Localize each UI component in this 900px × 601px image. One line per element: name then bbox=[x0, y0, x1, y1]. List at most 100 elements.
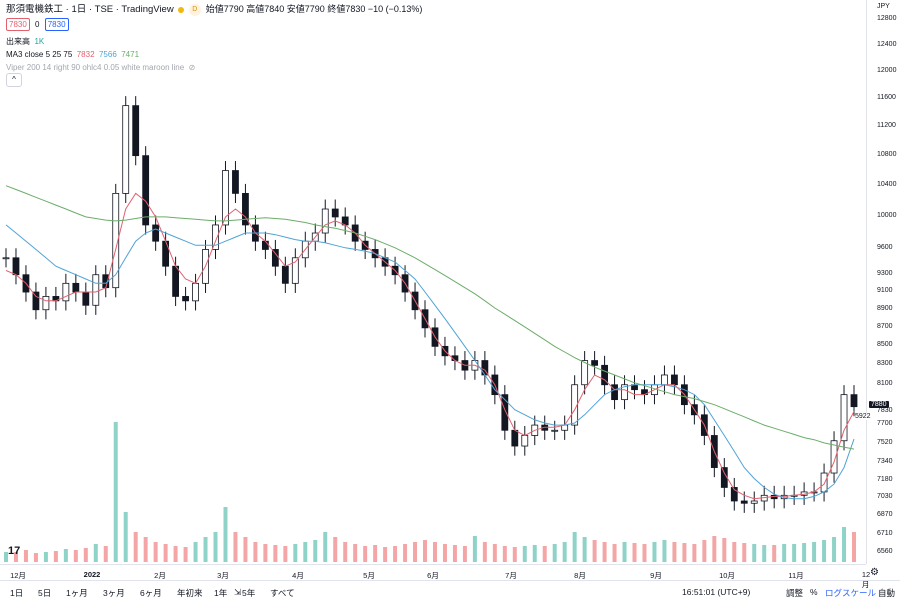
volume-bar bbox=[203, 537, 208, 562]
eye-hidden-icon[interactable]: ⊘ bbox=[188, 63, 196, 72]
volume-bar bbox=[363, 546, 368, 562]
time-tick-label: 6月 bbox=[427, 571, 439, 580]
percent-button[interactable]: % bbox=[810, 587, 818, 597]
range-button[interactable]: 5年 bbox=[242, 588, 256, 598]
viper-legend[interactable]: Viper 200 14 right 90 ohlc4 0.05 white m… bbox=[6, 63, 195, 72]
candle-body bbox=[2, 257, 10, 260]
volume-bar bbox=[442, 544, 447, 562]
chart-header: 那須電機鉄工 · 1日 · TSE · TradingView D 始値7790… bbox=[6, 3, 422, 16]
time-tick-label: 2022 bbox=[83, 570, 101, 579]
volume-bar bbox=[283, 546, 288, 562]
candle-body bbox=[261, 240, 269, 250]
volume-bar bbox=[103, 546, 108, 562]
price-tick-label: 9600 bbox=[877, 244, 893, 252]
candle-body bbox=[621, 384, 628, 401]
volume-bar bbox=[113, 422, 118, 562]
volume-bar bbox=[333, 537, 338, 562]
candle-body bbox=[192, 282, 199, 302]
volume-bar bbox=[822, 540, 827, 562]
range-button[interactable]: 1年 bbox=[214, 588, 228, 598]
volume-bar bbox=[303, 542, 308, 562]
candle-body bbox=[182, 296, 189, 302]
ma5-line bbox=[5, 192, 855, 500]
currency-label[interactable]: JPY bbox=[877, 3, 890, 10]
price-tick-label: 10000 bbox=[877, 211, 897, 219]
volume-bar bbox=[93, 544, 98, 562]
dividend-badge[interactable]: D bbox=[188, 3, 201, 16]
candle-body bbox=[62, 282, 70, 302]
candle-body bbox=[551, 429, 559, 432]
price-tick-label: 7180 bbox=[877, 475, 893, 483]
volume-bar bbox=[253, 542, 258, 562]
ohlc-readout: 始値7790 高値7840 安値7790 終値7830 −10 (−0.13%) bbox=[205, 4, 423, 14]
price-tick-label: 7030 bbox=[877, 492, 893, 500]
volume-bar bbox=[373, 545, 378, 562]
range-button[interactable]: すべて bbox=[270, 588, 295, 598]
price-tick-label: 9100 bbox=[877, 287, 893, 295]
volume-bar bbox=[702, 540, 707, 562]
volume-bar bbox=[742, 543, 747, 562]
volume-bar bbox=[143, 537, 148, 562]
candle-body bbox=[571, 384, 579, 426]
viper-label: Viper 200 14 right 90 ohlc4 0.05 white m… bbox=[6, 63, 185, 72]
clock-readout[interactable]: 16:51:01 (UTC+9) bbox=[682, 587, 751, 597]
ask-button[interactable]: 7830 bbox=[44, 18, 69, 31]
symbol-title[interactable]: 那須電機鉄工 · 1日 · TSE · TradingView bbox=[6, 4, 174, 15]
time-axis[interactable]: 12月 2022 2月 3月 4月 5月 6月 7月 8月 9月 10月 11月 12月 bbox=[0, 564, 870, 589]
candle-body bbox=[222, 170, 229, 226]
volume-bar bbox=[432, 542, 437, 562]
chart-canvas[interactable] bbox=[0, 0, 866, 564]
candle-body bbox=[661, 374, 668, 386]
price-tick-label: 8700 bbox=[877, 322, 893, 330]
price-tick-label: 12400 bbox=[877, 40, 897, 48]
volume-bar bbox=[482, 542, 487, 562]
candle-body bbox=[511, 429, 519, 447]
ma-legend[interactable]: MA3 close 5 25 75 7832 7566 7471 bbox=[6, 50, 139, 59]
gear-icon[interactable]: ⚙ bbox=[870, 567, 879, 578]
auto-scale-button[interactable]: 自動 bbox=[878, 588, 896, 598]
price-tick-label: 8900 bbox=[877, 304, 893, 312]
price-tick-label: 6560 bbox=[877, 547, 893, 555]
candle-body bbox=[212, 224, 219, 250]
candle-body bbox=[331, 208, 339, 218]
range-button[interactable]: 1ヶ月 bbox=[66, 588, 88, 598]
last-price-tag[interactable]: 7880 bbox=[869, 400, 889, 408]
volume-bar bbox=[353, 544, 358, 562]
range-button[interactable]: 6ヶ月 bbox=[140, 588, 162, 598]
volume-bar bbox=[323, 532, 328, 562]
candle-body bbox=[591, 360, 599, 366]
volume-legend[interactable]: 出来高 1K bbox=[6, 36, 44, 47]
price-axis[interactable]: JPY 12800 12400 12000 11600 11200 10800 10400 1… bbox=[866, 0, 900, 564]
volume-bar bbox=[732, 542, 737, 562]
price-chart[interactable] bbox=[0, 0, 866, 564]
volume-bar bbox=[672, 542, 677, 562]
price-tick-label: 7340 bbox=[877, 458, 893, 466]
collapse-legend-button[interactable]: ^ bbox=[6, 73, 22, 87]
volume-bar bbox=[243, 537, 248, 562]
candle-body bbox=[521, 435, 529, 447]
volume-bar bbox=[552, 544, 557, 562]
volume-bar bbox=[542, 546, 547, 562]
time-tick-label: 4月 bbox=[292, 571, 304, 580]
log-scale-button[interactable]: ログスケール bbox=[825, 588, 877, 598]
volume-bar bbox=[842, 527, 847, 562]
tradingview-logo[interactable]: 17 bbox=[8, 545, 21, 557]
range-button[interactable]: 3ヶ月 bbox=[103, 588, 125, 598]
price-tick-label: 6870 bbox=[877, 510, 893, 518]
adjust-button[interactable]: 調整 bbox=[786, 588, 804, 598]
candle-body bbox=[820, 472, 828, 493]
candle-body bbox=[112, 192, 120, 289]
bid-button[interactable]: 7830 bbox=[6, 18, 30, 31]
candle-body bbox=[132, 105, 140, 157]
time-tick-label: 8月 bbox=[574, 571, 586, 580]
candle-body bbox=[730, 487, 738, 502]
range-button[interactable]: 5日 bbox=[38, 588, 52, 598]
volume-bar bbox=[562, 542, 567, 562]
candle-body bbox=[92, 274, 100, 306]
volume-bar bbox=[133, 532, 138, 562]
range-button[interactable]: 1日 bbox=[10, 588, 24, 598]
volume-bar bbox=[233, 532, 238, 562]
volume-bar bbox=[792, 544, 797, 562]
goto-date-icon[interactable]: ⇲ bbox=[234, 587, 242, 597]
range-button[interactable]: 年初来 bbox=[177, 588, 203, 598]
